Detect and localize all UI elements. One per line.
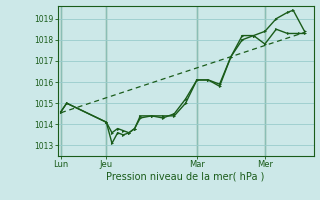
X-axis label: Pression niveau de la mer( hPa ): Pression niveau de la mer( hPa ) bbox=[107, 172, 265, 182]
